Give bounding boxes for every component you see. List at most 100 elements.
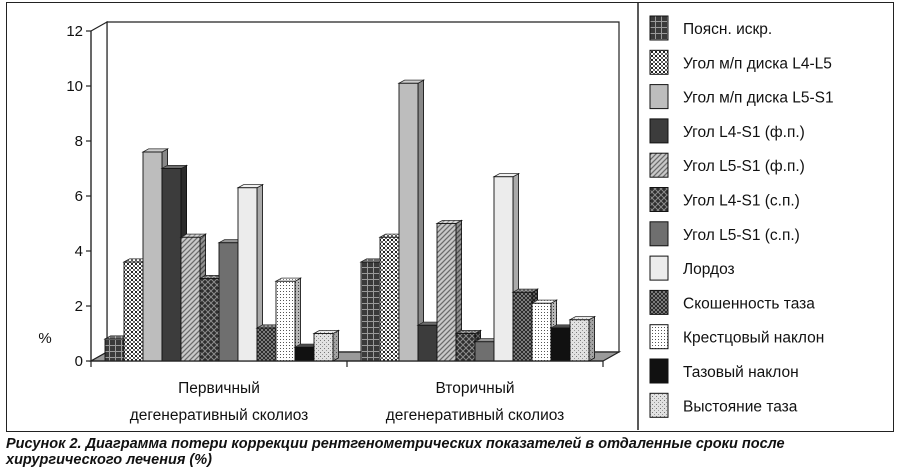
bar-front xyxy=(379,236,400,362)
legend-label: Выстояние таза xyxy=(683,398,798,415)
bar-top-shade xyxy=(238,184,263,188)
bar-front xyxy=(493,176,514,362)
legend-swatch xyxy=(649,152,669,178)
legend-item: Угол м/п диска L4-L5 xyxy=(649,49,832,75)
bar-side-shade xyxy=(257,184,263,361)
bar-top-shade xyxy=(551,324,576,328)
legend-swatch xyxy=(649,187,669,212)
legend-item: Крестцовый наклон xyxy=(649,324,824,350)
bar-front xyxy=(436,223,457,362)
bar-front xyxy=(512,291,533,362)
bar-top-shade xyxy=(437,220,462,224)
bar-front xyxy=(104,338,125,362)
bar-top-shade xyxy=(361,258,386,262)
legend-item: Поясн. искр. xyxy=(649,15,772,41)
plot-side-wall xyxy=(90,20,108,363)
legend-item: Скошенность таза xyxy=(649,289,815,315)
bar-front xyxy=(218,242,239,362)
bar xyxy=(312,329,341,362)
bar-top-shade xyxy=(570,316,595,320)
legend-item: Тазовый наклон xyxy=(649,358,799,384)
legend-swatch xyxy=(649,118,669,144)
bar-top-shade xyxy=(200,275,225,279)
bar-top-shade xyxy=(475,338,500,342)
legend-swatch xyxy=(649,358,669,384)
bar-side-shade xyxy=(418,80,424,361)
bar-top-shade xyxy=(456,330,481,334)
legend-swatch xyxy=(649,49,669,75)
legend-swatch xyxy=(649,255,669,281)
legend: Поясн. искр. Угол м/п диска L4-L5 Угол м/п… xyxy=(649,15,834,418)
bar-front xyxy=(180,236,201,362)
bar-front xyxy=(294,346,315,362)
bar-top-shade xyxy=(257,324,282,328)
bar-front xyxy=(256,327,277,362)
legend-label: Угол м/п диска L4-L5 xyxy=(683,55,832,72)
bar-front xyxy=(161,168,182,362)
chart-frame: 0 2 4 6 8 10 12 Первичный дегенеративный сколио… xyxy=(6,2,894,432)
y-tick-label: 0 xyxy=(75,353,83,370)
x-category-label: дегенеративный сколиоз xyxy=(130,407,309,424)
legend-item: Угол м/п диска L5-S1 xyxy=(649,84,834,110)
bar-top-shade xyxy=(162,165,187,169)
bar-side-shade xyxy=(456,220,462,361)
y-tick-label: 4 xyxy=(75,243,83,260)
legend-label: Крестцовый наклон xyxy=(683,330,824,347)
legend-label: Угол L4-S1 (ф.п.) xyxy=(683,124,805,141)
x-category-label: дегенеративный сколиоз xyxy=(386,407,565,424)
legend-item: Лордоз xyxy=(649,255,735,281)
bar-side-shade xyxy=(333,330,339,361)
legend-label: Тазовый наклон xyxy=(683,364,799,381)
bar-top-shade xyxy=(380,234,405,238)
bar-front xyxy=(398,82,419,362)
legend-item: Угол L4-S1 (с.п.) xyxy=(649,187,800,212)
legend-swatch xyxy=(649,15,669,41)
bar xyxy=(568,315,597,362)
y-tick-label: 10 xyxy=(66,78,83,95)
bar-side-shade xyxy=(589,316,595,361)
caption-line-1: Рисунок 2. Диаграмма потери коррекции ре… xyxy=(6,436,785,452)
bar-front xyxy=(313,333,334,362)
legend-swatch xyxy=(649,289,669,315)
bar-front xyxy=(275,280,296,362)
bar-side-shade xyxy=(295,278,301,361)
bar-top-shade xyxy=(124,258,149,262)
bar-front xyxy=(237,187,258,362)
bar-top-shade xyxy=(494,173,519,177)
x-category-label: Вторичный xyxy=(435,380,514,397)
bar xyxy=(274,277,303,362)
bar-top-shade xyxy=(181,234,206,238)
bar xyxy=(397,79,426,362)
bar-front xyxy=(550,327,571,362)
y-axis-label: % xyxy=(38,330,51,347)
y-tick-label: 6 xyxy=(75,188,83,205)
bar-front xyxy=(569,319,590,362)
bar-top-shade xyxy=(295,344,320,348)
legend-item: Выстояние таза xyxy=(649,392,798,418)
y-tick-label: 2 xyxy=(75,298,83,315)
y-tick-label: 12 xyxy=(66,23,83,40)
bar-front xyxy=(142,151,163,362)
bar-top-shade xyxy=(513,289,538,293)
bar-top-shade xyxy=(418,322,443,326)
caption-line-2: хирургического лечения (%) xyxy=(6,452,212,468)
bar-chart: 0 2 4 6 8 10 12 Первичный дегенеративный сколио… xyxy=(38,3,834,430)
y-axis: 0 2 4 6 8 10 12 xyxy=(66,23,92,370)
x-category-label: Первичный xyxy=(178,380,260,397)
legend-label: Поясн. искр. xyxy=(683,21,772,38)
legend-swatch xyxy=(649,392,669,418)
bar-front xyxy=(360,261,381,362)
bar-front xyxy=(455,333,476,362)
bar-front xyxy=(199,278,220,362)
bars-group xyxy=(103,79,597,362)
bar-top-shade xyxy=(105,335,130,339)
legend-swatch xyxy=(649,84,669,110)
bar xyxy=(236,183,265,362)
legend-label: Угол L5-S1 (ф.п.) xyxy=(683,158,805,175)
bar-front xyxy=(123,261,144,362)
bar-top-shade xyxy=(314,330,339,334)
legend-item: Угол L5-S1 (ф.п.) xyxy=(649,152,805,178)
x-axis: Первичный дегенеративный сколиоз Вторичный… xyxy=(90,360,604,424)
figure-caption: Рисунок 2. Диаграмма потери коррекции ре… xyxy=(6,436,896,468)
legend-label: Лордоз xyxy=(683,261,735,278)
